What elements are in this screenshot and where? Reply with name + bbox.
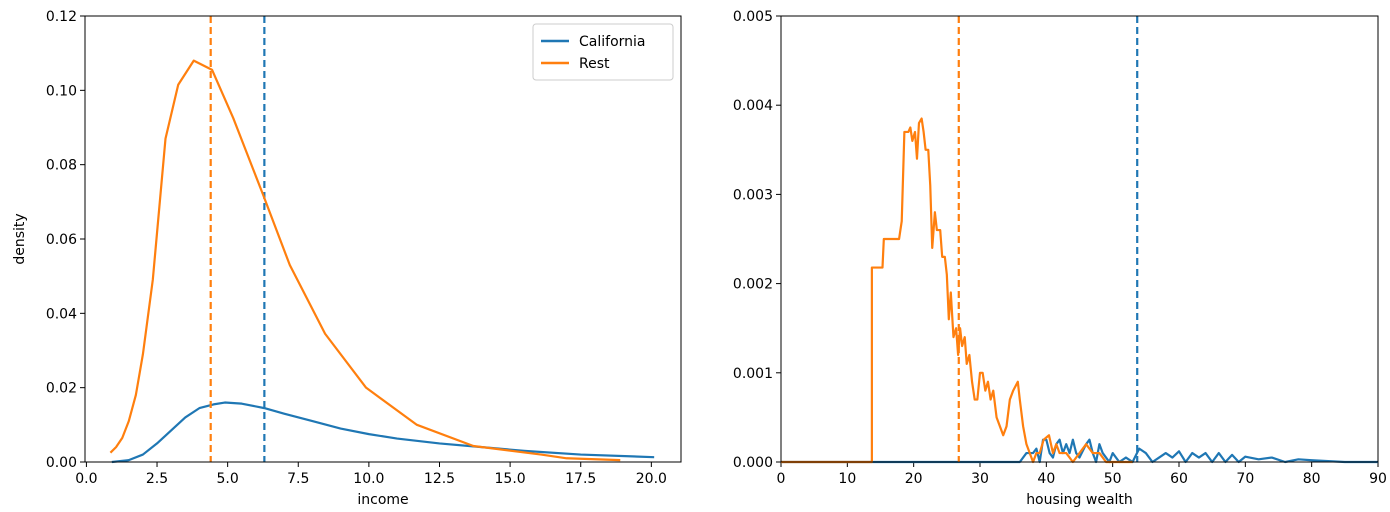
x-axis-label: income xyxy=(357,492,408,508)
x-tick-label: 40 xyxy=(1037,471,1055,487)
y-tick-label: 0.000 xyxy=(733,455,773,471)
x-tick-label: 80 xyxy=(1303,471,1321,487)
x-tick-label: 0.0 xyxy=(75,471,97,487)
y-axis-label: density xyxy=(12,213,28,264)
x-tick-label: 50 xyxy=(1104,471,1122,487)
x-tick-label: 5.0 xyxy=(217,471,239,487)
y-tick-label: 0.004 xyxy=(733,98,773,114)
legend-box xyxy=(532,23,674,81)
y-tick-label: 0.10 xyxy=(46,83,77,99)
y-tick-label: 0.003 xyxy=(733,187,773,203)
series-line xyxy=(111,401,655,464)
x-tick-label: 90 xyxy=(1369,471,1387,487)
y-tick-label: 0.04 xyxy=(46,306,77,322)
x-tick-label: 15.0 xyxy=(495,471,526,487)
x-tick-label: 12.5 xyxy=(424,471,455,487)
x-tick-label: 0 xyxy=(777,471,786,487)
plot-frame xyxy=(780,15,1379,463)
plot-frame xyxy=(84,15,682,463)
x-tick-label: 10 xyxy=(838,471,856,487)
y-tick-label: 0.005 xyxy=(733,9,773,25)
x-tick-label: 2.5 xyxy=(146,471,168,487)
series-line xyxy=(781,117,1133,464)
y-tick-label: 0.00 xyxy=(46,455,77,471)
x-tick-label: 20 xyxy=(905,471,923,487)
y-tick-label: 0.002 xyxy=(733,277,773,293)
y-tick-label: 0.12 xyxy=(46,9,77,25)
legend-label: Rest xyxy=(579,56,610,72)
x-tick-label: 70 xyxy=(1236,471,1254,487)
legend: California Rest xyxy=(532,23,674,81)
x-tick-label: 20.0 xyxy=(636,471,667,487)
x-tick-label: 10.0 xyxy=(353,471,384,487)
x-tick-label: 30 xyxy=(971,471,989,487)
x-tick-label: 7.5 xyxy=(287,471,309,487)
legend-label: California xyxy=(579,34,645,50)
y-tick-label: 0.06 xyxy=(46,232,77,248)
x-tick-label: 17.5 xyxy=(565,471,596,487)
x-tick-label: 60 xyxy=(1170,471,1188,487)
y-tick-label: 0.08 xyxy=(46,158,77,174)
series-line xyxy=(781,438,1378,464)
series-line xyxy=(109,59,621,462)
y-tick-label: 0.001 xyxy=(733,366,773,382)
x-axis-label: housing wealth xyxy=(1026,492,1133,508)
y-tick-label: 0.02 xyxy=(46,381,77,397)
